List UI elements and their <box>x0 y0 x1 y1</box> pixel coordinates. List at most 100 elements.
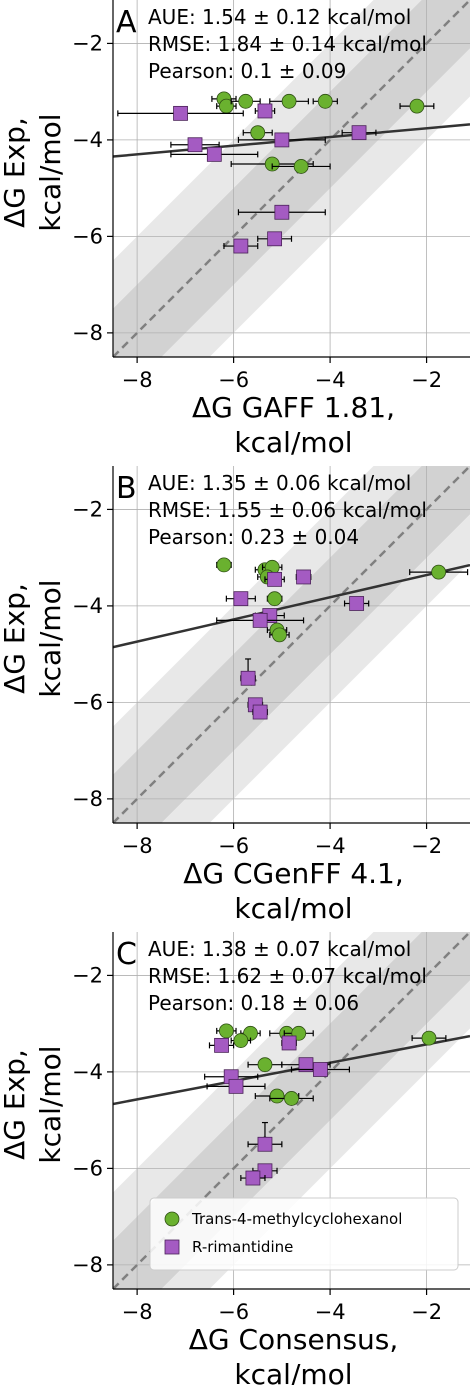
stats-line: Pearson: 0.18 ± 0.06 <box>148 991 359 1015</box>
identity-line <box>113 466 470 823</box>
data-point-circle <box>281 93 297 109</box>
stats-line: Pearson: 0.1 ± 0.09 <box>148 59 346 83</box>
y-tick-label: −4 <box>72 128 103 152</box>
x-tick-label: −2 <box>411 1300 442 1324</box>
y-axis-label: ΔG Exp, <box>0 583 31 694</box>
panel-label: B <box>116 471 137 506</box>
data-point-square <box>349 596 365 611</box>
x-axis-label: kcal/mol <box>234 1358 352 1385</box>
data-point-square <box>206 146 222 162</box>
series-r-rimantidine <box>216 569 370 720</box>
data-point-circle <box>238 93 254 109</box>
data-point-square <box>274 204 290 220</box>
data-point-square <box>281 1035 297 1051</box>
series-trans-4-methylcyclohexanol <box>211 91 435 174</box>
data-point-square <box>214 1037 229 1053</box>
data-point-square <box>233 591 249 607</box>
x-tick-label: −2 <box>411 368 442 392</box>
x-axis-label: kcal/mol <box>234 426 352 459</box>
y-tick-label: −8 <box>72 787 103 811</box>
y-axis-label: kcal/mol <box>34 1045 67 1163</box>
panel-B: −8 −6 −4 −2 −2 −4 −6 −8 B AUE: 1.35 ± 0.06 kcal/m… <box>0 466 470 925</box>
y-tick-label: −8 <box>72 1253 103 1277</box>
data-point-square <box>187 137 203 153</box>
legend-marker-circle <box>164 1211 180 1227</box>
y-tick-label: −2 <box>72 963 103 987</box>
data-point-square <box>257 1136 273 1152</box>
data-point-circle <box>233 1033 249 1048</box>
y-tick-label: −6 <box>72 690 103 714</box>
x-tick-label: −4 <box>315 834 346 858</box>
data-point-circle <box>317 93 333 109</box>
data-point-circle <box>293 159 309 174</box>
data-point-square <box>296 569 311 585</box>
panel-A: −8 −6 −4 −2 −2 −4 −6 −8 A AUE: 1.54 ± 0.12 kcal/m… <box>0 0 470 459</box>
data-point-circle <box>272 627 287 643</box>
x-axis-label: kcal/mol <box>234 892 352 925</box>
data-point-square <box>274 132 290 148</box>
x-axis-label: ΔG GAFF 1.81, <box>192 391 395 424</box>
x-tick-label: −6 <box>218 834 249 858</box>
y-tick-label: −8 <box>72 321 103 345</box>
x-tick-label: −4 <box>315 368 346 392</box>
legend-box <box>149 1197 459 1271</box>
x-tick-label: −8 <box>122 834 153 858</box>
data-point-circle <box>409 98 425 114</box>
stats-line: RMSE: 1.55 ± 0.06 kcal/mol <box>148 498 427 522</box>
y-axis-label: ΔG Exp, <box>0 1049 31 1160</box>
data-point-square <box>252 612 268 628</box>
x-tick-label: −8 <box>122 368 153 392</box>
series-r-rimantidine <box>204 1035 350 1186</box>
x-tick-label: −4 <box>315 1300 346 1324</box>
stats-line: AUE: 1.54 ± 0.12 kcal/mol <box>148 5 411 29</box>
y-tick-label: −6 <box>72 224 103 248</box>
data-point-square <box>228 1078 244 1094</box>
data-point-square <box>252 704 268 720</box>
data-point-circle <box>269 1088 285 1104</box>
stats-line: Pearson: 0.23 ± 0.04 <box>148 525 359 549</box>
stats-line: AUE: 1.35 ± 0.06 kcal/mol <box>148 471 411 495</box>
y-axis-label: kcal/mol <box>34 113 67 231</box>
data-point-circle <box>431 564 447 580</box>
series-r-rimantidine <box>117 103 377 254</box>
data-point-circle <box>284 1091 299 1106</box>
data-point-circle <box>421 1030 437 1046</box>
data-point-square <box>257 103 273 119</box>
data-point-circle <box>218 1023 234 1039</box>
data-point-square <box>245 1170 261 1186</box>
regression-line <box>113 563 470 649</box>
stats-line: RMSE: 1.84 ± 0.14 kcal/mol <box>148 32 427 56</box>
y-tick-label: −4 <box>72 1060 103 1084</box>
x-tick-label: −6 <box>218 1300 249 1324</box>
y-tick-label: −4 <box>72 594 103 618</box>
x-tick-label: −2 <box>411 834 442 858</box>
x-axis-label: ΔG CGenFF 4.1, <box>183 857 404 890</box>
legend-label: Trans-4-methylcyclohexanol <box>191 1210 402 1228</box>
data-point-circle <box>267 591 283 607</box>
data-point-circle <box>216 557 232 573</box>
y-axis-label: kcal/mol <box>34 579 67 697</box>
data-point-square <box>267 231 283 247</box>
stats-line: RMSE: 1.62 ± 0.07 kcal/mol <box>148 964 427 988</box>
legend: Trans-4-methylcyclohexanol R-rimantidine <box>149 1197 459 1271</box>
panel-label: C <box>116 937 137 972</box>
y-tick-label: −6 <box>72 1156 103 1180</box>
panel-C: −8 −6 −4 −2 −2 −4 −6 −8 C AUE: 1.38 ± 0.07 kcal/m… <box>0 932 470 1390</box>
data-point-circle <box>250 125 266 141</box>
plot-area <box>113 466 470 823</box>
data-point-square <box>233 238 249 254</box>
x-tick-label: −8 <box>122 1300 153 1324</box>
stats-line: AUE: 1.38 ± 0.07 kcal/mol <box>148 937 411 961</box>
x-axis-label: ΔG Consensus, <box>189 1323 399 1356</box>
y-tick-label: −2 <box>72 497 103 521</box>
panel-label: A <box>116 5 137 40</box>
x-tick-label: −6 <box>218 368 249 392</box>
data-point-square <box>298 1057 314 1073</box>
data-point-square <box>173 105 188 121</box>
legend-marker-square <box>164 1239 180 1255</box>
y-axis-label: ΔG Exp, <box>0 117 31 228</box>
data-point-circle <box>257 1057 273 1073</box>
identity-line <box>113 0 470 357</box>
data-point-square <box>351 125 367 141</box>
